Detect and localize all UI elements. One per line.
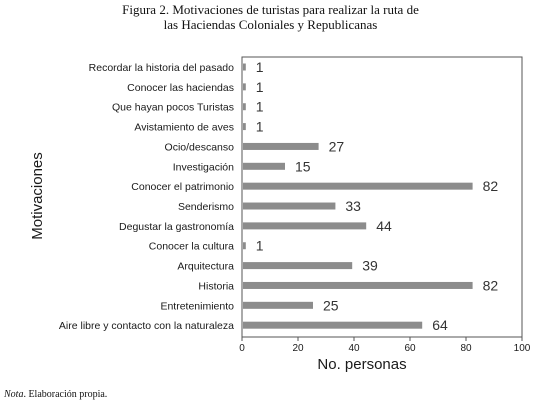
- data-label: 27: [329, 138, 345, 154]
- data-label: 64: [432, 317, 448, 333]
- data-label: 1: [256, 119, 264, 135]
- data-label: 33: [345, 198, 361, 214]
- category-label: Conocer la cultura: [149, 241, 234, 253]
- x-tick-label: 80: [460, 343, 472, 354]
- bar: [243, 63, 246, 71]
- figure-note: Nota. Elaboración propia.: [4, 389, 107, 400]
- category-label: Conocer el patrimonio: [131, 181, 234, 193]
- bar: [243, 162, 285, 170]
- category-label: Senderismo: [178, 201, 234, 213]
- category-label: Recordar la historia del pasado: [89, 62, 234, 74]
- data-label: 39: [362, 258, 378, 274]
- data-label: 1: [256, 238, 264, 254]
- x-axis-label: No. personas: [317, 356, 406, 373]
- data-label: 1: [256, 99, 264, 115]
- category-label: Investigación: [173, 161, 234, 173]
- bar: [243, 83, 246, 91]
- x-ticks-layer: 0 20 40 60 80 100: [239, 337, 531, 354]
- data-label: 82: [483, 277, 499, 293]
- bar: [243, 142, 319, 150]
- bar: [243, 301, 313, 309]
- category-label: Degustar la gastronomía: [119, 221, 234, 233]
- category-label: Arquitectura: [177, 261, 234, 273]
- category-label: Ocio/descanso: [165, 141, 235, 153]
- x-tick-label: 20: [292, 343, 304, 354]
- category-label: Que hayan pocos Turistas: [112, 102, 234, 114]
- x-tick-label: 60: [404, 343, 416, 354]
- bar: [243, 202, 336, 210]
- category-label: Entretenimiento: [160, 300, 234, 312]
- figure-title-line-2: las Haciendas Coloniales y Republicanas: [163, 17, 378, 32]
- x-tick-label: 100: [514, 343, 531, 354]
- bar: [243, 103, 246, 111]
- data-label: 25: [323, 297, 339, 313]
- note-label: Nota: [4, 389, 24, 400]
- data-label: 44: [376, 218, 392, 234]
- bar: [243, 321, 423, 329]
- y-axis-label: Motivaciones: [29, 152, 46, 240]
- bars-layer: Recordar la historia del pasado 1 Conocer …: [59, 59, 498, 333]
- category-label: Avistamiento de aves: [134, 122, 234, 134]
- figure-title-line-1: Figura 2. Motivaciones de turistas para …: [122, 2, 419, 17]
- bar: [243, 281, 473, 289]
- data-label: 1: [256, 79, 264, 95]
- bar: [243, 123, 246, 131]
- bar: [243, 182, 473, 190]
- bar: [243, 222, 367, 230]
- data-label: 1: [256, 59, 264, 75]
- bar: [243, 262, 353, 270]
- data-label: 15: [295, 158, 311, 174]
- note-text: . Elaboración propia.: [23, 389, 108, 400]
- x-tick-label: 0: [239, 343, 245, 354]
- category-label: Historia: [198, 280, 234, 292]
- x-tick-label: 40: [348, 343, 360, 354]
- category-label: Aire libre y contacto con la naturaleza: [59, 320, 234, 332]
- data-label: 82: [483, 178, 499, 194]
- plot-frame: [241, 56, 523, 338]
- bar: [243, 242, 246, 250]
- category-label: Conocer las haciendas: [127, 82, 234, 94]
